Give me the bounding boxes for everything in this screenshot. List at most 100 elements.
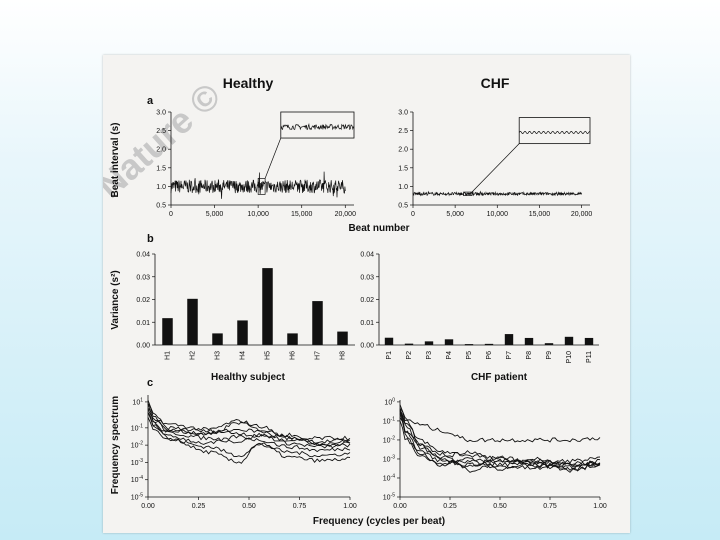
b-chf-bar [404, 343, 414, 345]
b-chf-y-tick-label: 0.04 [360, 252, 374, 259]
b-healthy-bar [187, 298, 198, 345]
a-healthy-y-tick-label: 2.0 [156, 147, 166, 154]
b-chf-bar [564, 336, 574, 345]
c-healthy-x-tick-label: 0.25 [192, 503, 206, 510]
b-chf-category-label: P6 [486, 351, 493, 360]
c-chf-y-tick-label: 10-5 [383, 493, 395, 502]
panel-b-ylabel: Variance (s²) [110, 270, 121, 329]
b-chf-category-label: P11 [586, 351, 593, 363]
panel-b-xlabel-chf: CHF patient [471, 372, 528, 383]
c-chf-x-tick-label: 0.75 [543, 503, 557, 510]
c-healthy-y-tick-label: 10-2 [131, 441, 143, 450]
c-chf-y-tick-label: 10-3 [383, 454, 395, 463]
c-healthy-y-tick-label: 10-3 [131, 458, 143, 467]
a-healthy-inset-connector [264, 137, 282, 179]
c-healthy-spectrum-line [147, 403, 351, 447]
b-healthy-y-tick-label: 0.01 [136, 320, 150, 327]
a-chf-series-line [412, 190, 582, 197]
panel-a-ylabel: Beat interval (s) [110, 122, 121, 197]
panel-c-label: c [147, 377, 153, 389]
b-healthy-bar [287, 333, 298, 345]
c-healthy-spectrum-line [147, 412, 351, 449]
c-chf-spectrum-line [399, 408, 601, 465]
c-healthy-spectrum-line [147, 417, 351, 458]
a-chf-y-tick-label: 1.0 [398, 184, 408, 191]
a-healthy-zoom-box [257, 178, 266, 195]
b-chf-category-label: P2 [406, 351, 413, 360]
b-healthy-category-label: H1 [165, 351, 172, 360]
b-chf-category-label: P9 [546, 351, 553, 360]
b-healthy-category-label: H6 [290, 351, 297, 360]
c-healthy-spectrum-line [147, 409, 351, 442]
a-chf-x-tick-label: 5,000 [446, 211, 464, 218]
b-chf-category-label: P7 [506, 351, 513, 360]
c-healthy-x-tick-label: 0.50 [242, 503, 256, 510]
plots-layer: 0.5 1.0 1.5 2.0 2.5 3.0 0 5,000 10,000 15,000 20,0… [131, 110, 607, 511]
b-chf-bar [424, 341, 434, 345]
c-healthy-y-tick-label: 10-1 [131, 423, 143, 432]
a-chf-y-tick-label: 3.0 [398, 110, 408, 117]
b-chf-y-tick-label: 0.01 [360, 320, 374, 327]
a-chf-y-tick-label: 2.5 [398, 128, 408, 135]
b-healthy-y-tick-label: 0.03 [136, 274, 150, 281]
panel-b-label: b [147, 233, 154, 245]
b-chf-y-tick-label: 0.02 [360, 297, 374, 304]
a-healthy-x-tick-label: 20,000 [335, 211, 357, 218]
b-healthy-y-tick-label: 0.04 [136, 252, 150, 259]
b-healthy-category-label: H3 [215, 351, 222, 360]
a-chf-zoom-box [463, 191, 473, 196]
c-healthy-y-tick-label: 10-5 [131, 493, 143, 502]
a-chf-y-tick-label: 0.5 [398, 203, 408, 210]
c-chf-x-tick-label: 1.00 [593, 503, 607, 510]
b-chf-category-label: P5 [466, 351, 473, 360]
a-healthy-x-tick-label: 5,000 [206, 211, 224, 218]
panel-a-label: a [147, 95, 154, 107]
b-healthy-category-label: H5 [265, 351, 272, 360]
c-chf-spectrum-line [399, 420, 601, 473]
b-healthy-category-label: H4 [240, 351, 247, 360]
a-healthy-y-tick-label: 0.5 [156, 203, 166, 210]
c-chf-x-tick-label: 0.50 [493, 503, 507, 510]
b-chf-bar [504, 334, 514, 345]
b-chf-category-label: P1 [386, 351, 393, 360]
c-healthy-x-tick-label: 1.00 [343, 503, 357, 510]
chf-title: CHF [481, 75, 510, 91]
b-healthy-y-tick-label: 0.02 [136, 297, 150, 304]
b-chf-category-label: P4 [446, 351, 453, 360]
b-chf-bar [444, 339, 454, 345]
b-healthy-category-label: H7 [315, 351, 322, 360]
c-chf-spectrum-line [399, 411, 601, 467]
c-chf-x-tick-label: 0.25 [443, 503, 457, 510]
b-healthy-y-tick-label: 0.00 [136, 343, 150, 350]
a-healthy-x-tick-label: 15,000 [291, 211, 313, 218]
b-chf-bar [544, 343, 554, 345]
b-chf-bar [484, 343, 494, 346]
a-healthy-y-tick-label: 1.0 [156, 184, 166, 191]
c-healthy-y-tick-label: 10-4 [131, 475, 143, 484]
a-chf-x-tick-label: 15,000 [529, 211, 551, 218]
a-chf-y-tick-label: 2.0 [398, 147, 408, 154]
c-healthy-spectrum-line [147, 412, 351, 464]
c-chf-y-tick-label: 100 [384, 397, 395, 406]
c-chf-spectrum-line [399, 413, 601, 470]
a-chf-inset-connector [471, 143, 520, 193]
b-chf-bar [524, 337, 534, 345]
b-healthy-category-label: H2 [190, 351, 197, 360]
a-chf-y-tick-label: 1.5 [398, 165, 408, 172]
a-healthy-x-tick-label: 0 [169, 211, 173, 218]
c-chf-y-tick-label: 10-4 [383, 473, 395, 482]
b-chf-category-label: P10 [566, 351, 573, 364]
panel-a-xlabel: Beat number [348, 223, 409, 234]
b-chf-category-label: P3 [426, 351, 433, 360]
panel-b-xlabel-healthy: Healthy subject [211, 372, 286, 383]
a-healthy-inset-line [280, 123, 355, 131]
b-chf-y-tick-label: 0.00 [360, 343, 374, 350]
a-healthy-inset-frame [280, 111, 355, 139]
c-healthy-spectrum-line [147, 400, 351, 444]
a-healthy-x-tick-label: 10,000 [247, 211, 269, 218]
panel-c-xlabel: Frequency (cycles per beat) [313, 516, 445, 527]
c-chf-spectrum-line [399, 404, 601, 443]
b-healthy-bar [237, 320, 248, 345]
a-chf-x-tick-label: 10,000 [487, 211, 509, 218]
a-healthy-y-tick-label: 1.5 [156, 165, 166, 172]
